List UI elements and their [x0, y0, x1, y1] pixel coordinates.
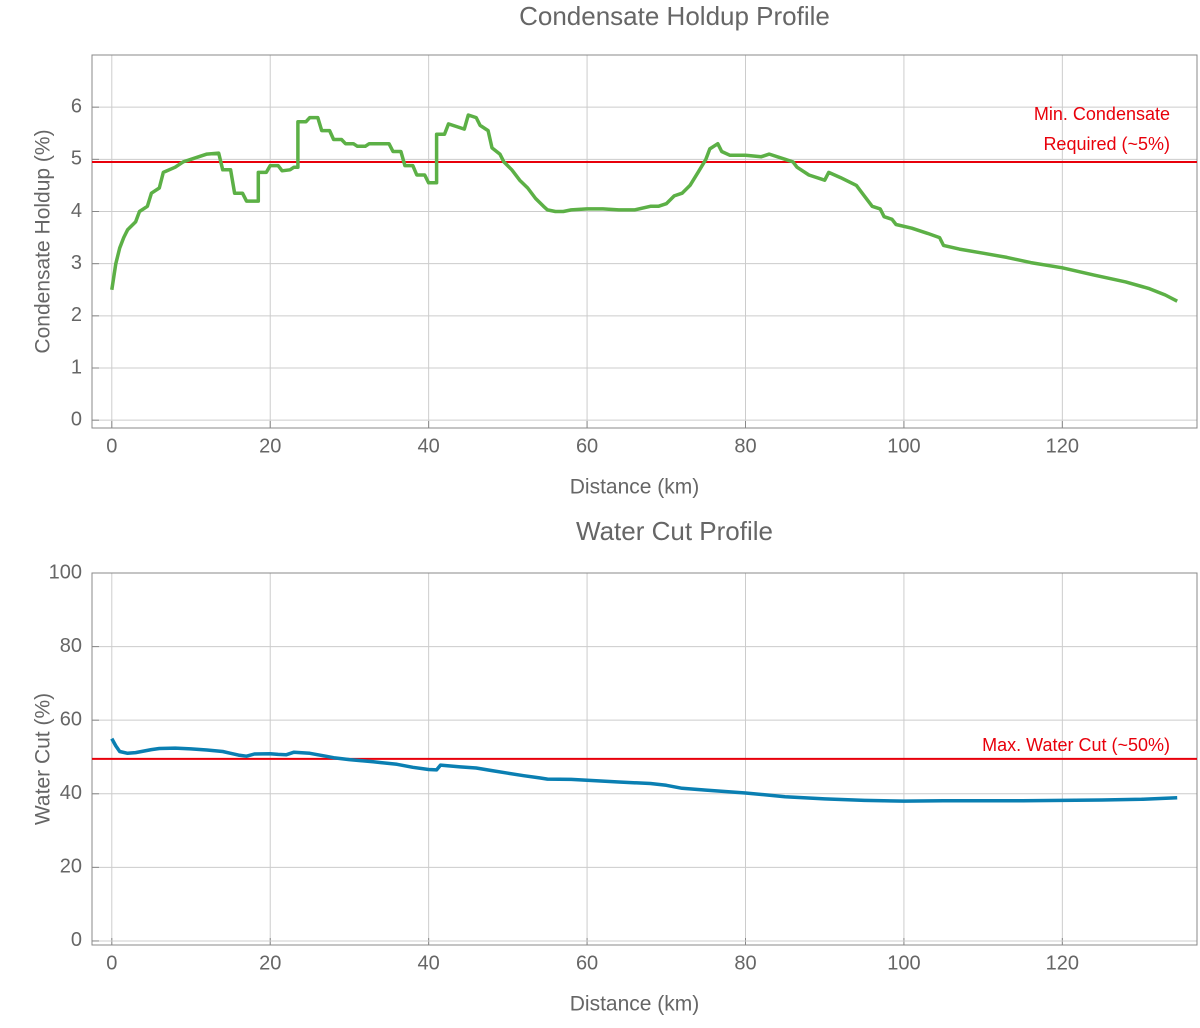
y-tick-label: 80 [60, 635, 82, 657]
y-tick-label: 20 [60, 856, 82, 878]
y-axis-label: Condensate Holdup (%) [32, 129, 55, 353]
y-tick-label: 5 [71, 148, 82, 170]
chart-title: Condensate Holdup Profile [519, 1, 830, 31]
x-tick-label: 40 [418, 435, 440, 457]
x-tick-label: 0 [106, 952, 117, 974]
x-tick-label: 80 [734, 435, 756, 457]
data-line [110, 113, 1179, 303]
x-axis-label: Distance (km) [570, 476, 700, 499]
x-tick-label: 0 [106, 435, 117, 457]
y-tick-label: 60 [60, 708, 82, 730]
chart-title: Water Cut Profile [576, 516, 773, 546]
y-tick-label: 100 [49, 561, 82, 583]
reference-label: Min. Condensate [1034, 104, 1170, 124]
data-line [110, 737, 1178, 803]
plot-frame [91, 54, 1198, 429]
y-tick-label: 1 [71, 356, 82, 378]
x-tick-label: 60 [576, 435, 598, 457]
x-tick-label: 20 [259, 952, 281, 974]
x-tick-label: 60 [576, 952, 598, 974]
x-tick-label: 120 [1046, 952, 1079, 974]
y-tick-label: 4 [71, 200, 82, 222]
y-tick-label: 3 [71, 252, 82, 274]
x-axis-label: Distance (km) [570, 993, 700, 1016]
chart: Water Cut Profile 0 20 40 60 80 100 120 0 20 40 60 8… [32, 516, 1198, 1016]
y-tick-label: 0 [71, 929, 82, 951]
y-tick-label: 40 [60, 782, 82, 804]
x-tick-label: 40 [418, 952, 440, 974]
y-axis-label: Water Cut (%) [32, 693, 55, 825]
y-tick-label: 6 [71, 95, 82, 117]
x-tick-label: 80 [734, 952, 756, 974]
y-tick-label: 0 [71, 408, 82, 430]
x-tick-label: 120 [1046, 435, 1079, 457]
x-tick-label: 100 [887, 952, 920, 974]
reference-label: Max. Water Cut (~50%) [982, 735, 1170, 755]
reference-label: Required (~5%) [1043, 134, 1170, 154]
y-tick-label: 2 [71, 304, 82, 326]
x-tick-label: 20 [259, 435, 281, 457]
x-tick-label: 100 [887, 435, 920, 457]
